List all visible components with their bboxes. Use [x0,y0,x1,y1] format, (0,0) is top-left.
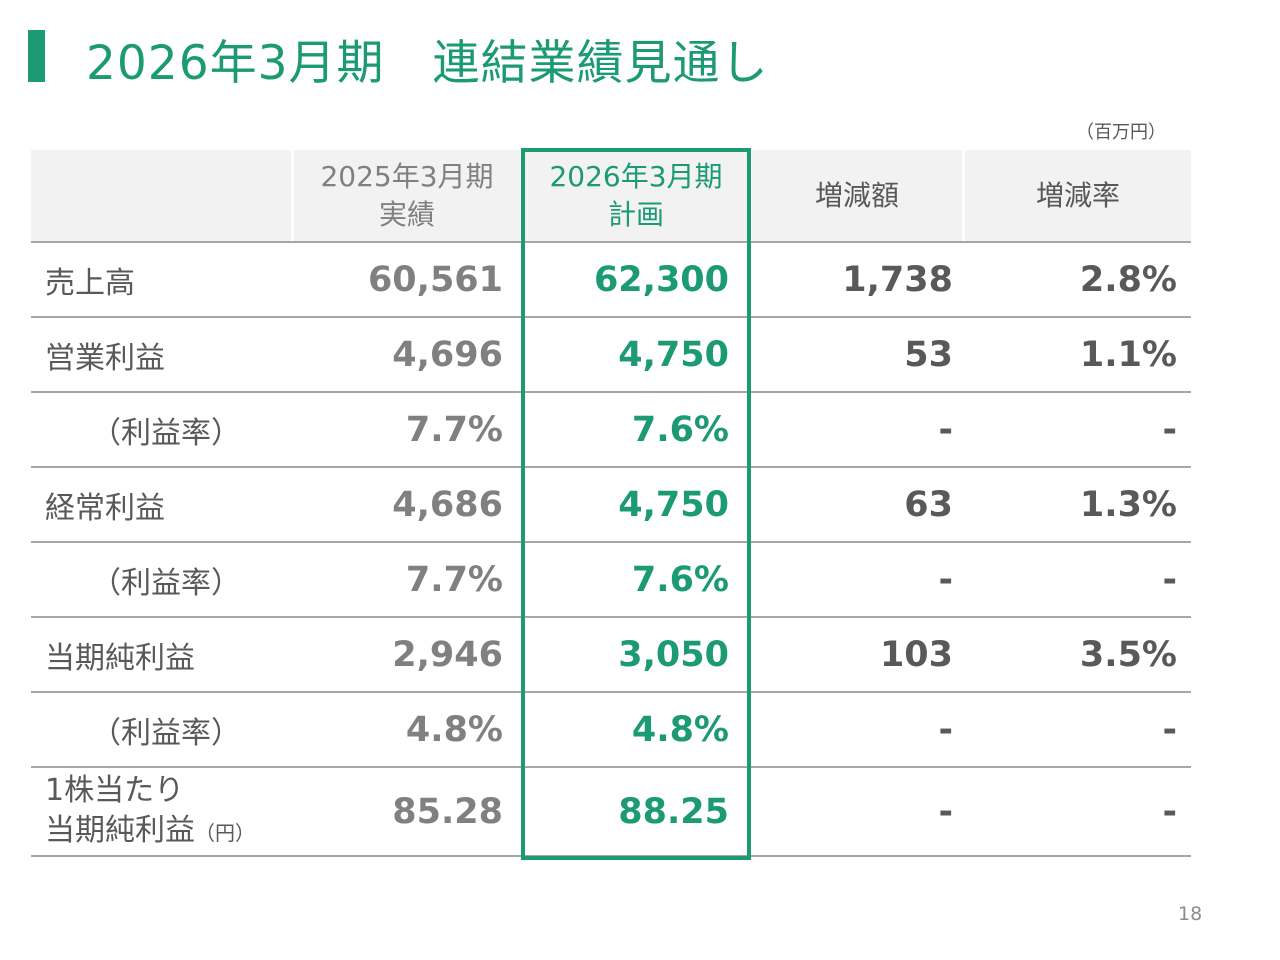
header-separator [962,150,965,241]
rate-value: - [1162,791,1177,832]
plan-value: 62,300 [593,259,729,300]
unit-label: （百万円） [1076,122,1166,143]
header-plan: 2026年3月期 計画 [523,150,749,241]
table-row: （利益率） 4.8% 4.8% - - [31,691,1191,766]
header-plan-line2: 計画 [607,197,664,231]
actual-value: 2,946 [392,634,503,675]
forecast-table: 2025年3月期 実績 2026年3月期 計画 増減額 増減率 売上高 60,561… [31,150,1191,857]
plan-value: 7.6% [631,559,729,600]
row-label-line2-text: 当期純利益 [45,812,195,848]
page-title: 2026年3月期 連結業績見通し [86,36,769,91]
header-separator [291,150,294,241]
actual-value: 4,686 [392,484,503,525]
plan-column-highlight [521,148,751,860]
actual-value: 4.8% [405,709,503,750]
plan-value: 4,750 [618,484,729,525]
diff-value: 1,738 [842,259,953,300]
row-label-unit: （円） [195,820,255,845]
row-label: （利益率） [91,415,241,451]
diff-value: 63 [904,484,953,525]
diff-value: 53 [904,334,953,375]
diff-value: - [938,791,953,832]
row-label-line2: 当期純利益（円） [45,811,255,853]
actual-value: 4,696 [392,334,503,375]
table-row: 1株当たり 当期純利益（円） 85.28 88.25 - - [31,766,1191,857]
plan-value: 88.25 [618,791,729,832]
plan-value: 3,050 [618,634,729,675]
diff-value: - [938,559,953,600]
plan-value: 7.6% [631,409,729,450]
table-row: 経常利益 4,686 4,750 63 1.3% [31,466,1191,541]
rate-value: 2.8% [1079,259,1177,300]
header-rate: 増減率 [965,150,1191,241]
title-accent-bar [28,30,45,82]
table-row: （利益率） 7.7% 7.6% - - [31,541,1191,616]
actual-value: 7.7% [405,409,503,450]
row-label: （利益率） [91,715,241,751]
rate-value: 3.5% [1079,634,1177,675]
diff-value: 103 [879,634,953,675]
header-blank [31,150,291,241]
table-row: 営業利益 4,696 4,750 53 1.1% [31,316,1191,391]
actual-value: 85.28 [392,791,503,832]
row-label-line1: 1株当たり [45,772,185,808]
diff-value: - [938,709,953,750]
row-label: 当期純利益 [45,640,195,676]
page-number: 18 [1178,903,1203,925]
rate-value: - [1162,709,1177,750]
header-actual-line2: 実績 [378,197,435,231]
rate-value: - [1162,559,1177,600]
row-label: 売上高 [45,265,135,301]
row-label: （利益率） [91,565,241,601]
actual-value: 7.7% [405,559,503,600]
table-row: 売上高 60,561 62,300 1,738 2.8% [31,241,1191,316]
rate-value: 1.3% [1079,484,1177,525]
diff-value: - [938,409,953,450]
header-actual: 2025年3月期 実績 [294,150,520,241]
plan-value: 4,750 [618,334,729,375]
header-plan-line1: 2026年3月期 [549,159,723,193]
table-row: 当期純利益 2,946 3,050 103 3.5% [31,616,1191,691]
actual-value: 60,561 [367,259,503,300]
header-actual-line1: 2025年3月期 [320,159,494,193]
table-row: （利益率） 7.7% 7.6% - - [31,391,1191,466]
plan-value: 4.8% [631,709,729,750]
header-diff: 増減額 [752,150,962,241]
row-label: 経常利益 [45,490,165,526]
row-label: 営業利益 [45,340,165,376]
row-label: 1株当たり 当期純利益（円） [45,768,255,855]
rate-value: 1.1% [1079,334,1177,375]
rate-value: - [1162,409,1177,450]
